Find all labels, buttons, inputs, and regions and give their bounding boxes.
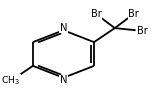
Text: N: N — [60, 75, 67, 85]
Text: Br: Br — [137, 26, 147, 36]
Text: N: N — [60, 23, 67, 33]
Text: Br: Br — [128, 9, 139, 19]
Text: CH$_3$: CH$_3$ — [1, 75, 20, 87]
Text: Br: Br — [91, 9, 101, 19]
